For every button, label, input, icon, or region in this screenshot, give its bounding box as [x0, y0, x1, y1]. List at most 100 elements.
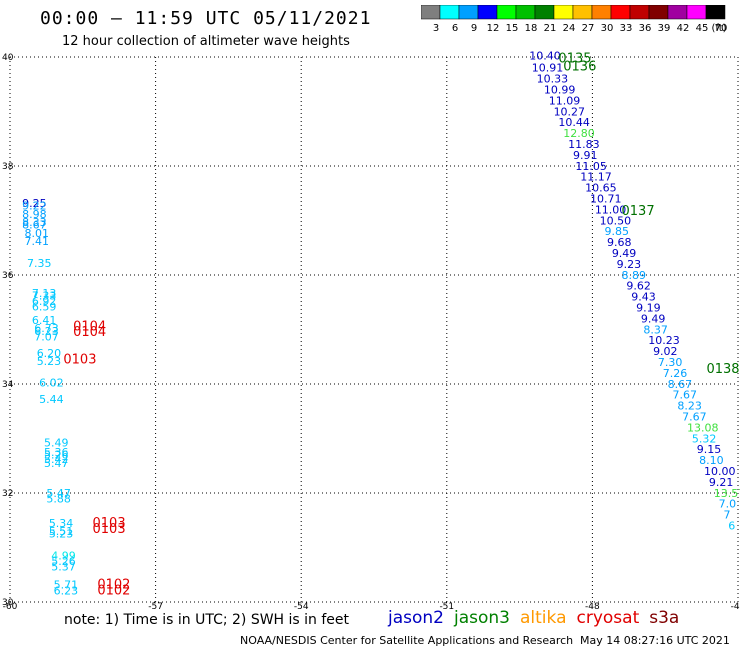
- wave-height-value: 12.80: [563, 127, 595, 140]
- colorbar-label: 24: [563, 23, 576, 34]
- wave-height-value: 11.09: [549, 94, 581, 107]
- wave-height-value: 6.41: [32, 314, 57, 327]
- wave-height-value: 6.59: [32, 300, 57, 313]
- color-legend: 3 6 9 12 15 18 21 24 27 30 33 36 39 42 45 70(ft): [421, 5, 728, 34]
- wave-height-value: 9.43: [631, 291, 656, 304]
- wave-height-value: 6.23: [54, 584, 79, 597]
- wave-height-value: 11.83: [568, 138, 600, 151]
- wave-height-value: 9.68: [607, 236, 632, 249]
- wave-height-value: 5.34: [49, 517, 74, 530]
- wave-height-value: 9.62: [626, 280, 651, 293]
- page-subtitle: 12 hour collection of altimeter wave hei…: [62, 34, 350, 49]
- colorbar-label: 39: [658, 23, 671, 34]
- wave-height-value: 5.23: [49, 528, 74, 541]
- colorbar-unit: (ft): [711, 23, 726, 34]
- wave-height-value: 10.44: [558, 116, 590, 129]
- pass-time-label: 0102: [97, 583, 130, 598]
- lat-tick-label: 30: [2, 598, 14, 608]
- colorbar-label: 6: [452, 23, 458, 34]
- wave-height-value: 7.26: [663, 367, 688, 380]
- wave-height-value: 13.57: [714, 487, 740, 500]
- wave-height-value: 8.33: [22, 216, 46, 229]
- wave-height-value: 10.71: [590, 193, 622, 206]
- wave-height-value: 7.35: [27, 257, 51, 270]
- wave-height-value: 9.21: [709, 476, 734, 489]
- satellite-legend-item: s3a: [649, 608, 680, 628]
- wave-height-value: 8.67: [668, 378, 693, 391]
- colorbar-label: 18: [525, 23, 538, 34]
- wave-height-value: 8.10: [699, 454, 724, 467]
- wave-height-value: 10.23: [648, 334, 680, 347]
- satellite-legend-item: jason2: [388, 608, 444, 628]
- wave-height-value: 9.22: [22, 200, 46, 213]
- colorbar-label: 27: [582, 23, 595, 34]
- wave-height-value: 7.33: [32, 290, 57, 303]
- wave-height-value: 8.89: [622, 269, 647, 282]
- lon-tick-label: -45: [731, 602, 740, 612]
- wave-height-value: 9.85: [605, 225, 630, 238]
- wave-height-value: 5.37: [51, 560, 76, 573]
- wave-height-value: 7.30: [658, 356, 683, 369]
- wave-height-value: 6.20: [37, 347, 62, 360]
- wave-height-value: 9.49: [641, 312, 666, 325]
- wave-height-value: 4.99: [51, 549, 76, 562]
- wave-height-value: 10.40: [529, 50, 561, 63]
- wave-height-value: 11.17: [580, 171, 612, 184]
- wave-height-value: 7.67: [672, 389, 697, 402]
- wave-height-value: 5.23: [37, 355, 62, 368]
- lon-tick-label: -48: [585, 602, 600, 612]
- units-note: note: 1) Time is in UTC; 2) SWH is in fe…: [64, 612, 350, 628]
- lon-tick-label: -54: [294, 602, 309, 612]
- wave-height-value: 8.67: [22, 219, 46, 232]
- lat-tick-label: 38: [2, 162, 14, 172]
- pass-time-label: 0136: [563, 60, 596, 75]
- colorbar-label: 70: [715, 23, 728, 34]
- generated-timestamp: May 14 08:27:16 UTC 2021: [580, 634, 730, 647]
- lon-tick-label: -51: [439, 602, 454, 612]
- pass-time-label: 0103: [93, 522, 126, 537]
- colorbar-label: 21: [544, 23, 557, 34]
- wave-height-value: 10.00: [704, 465, 736, 478]
- wave-height-value: 5.26: [51, 555, 76, 568]
- wave-height-value: 9.02: [653, 345, 678, 358]
- wave-height-value: 7.67: [682, 411, 707, 424]
- pass-time-label: 0138: [706, 362, 739, 377]
- wave-height-value: 7.07: [34, 330, 59, 343]
- lat-tick-label: 40: [2, 53, 14, 63]
- colorbar-label: 33: [620, 23, 633, 34]
- wave-height-value: 8.37: [643, 323, 668, 336]
- wave-height-value: 8.98: [22, 208, 46, 221]
- wave-height-value: 5.47: [46, 487, 71, 500]
- wave-height-value: 9.49: [612, 247, 637, 260]
- wave-height-value: 5.36: [44, 446, 68, 459]
- colorbar-label: 15: [506, 23, 519, 34]
- wave-height-value: 6.02: [39, 377, 64, 390]
- pass-time-label: 0102: [97, 577, 130, 592]
- map-plot: -60 -57 -54 -51 -48 -45 40 38 36 34 32 30 10.4010.91…: [2, 50, 740, 612]
- wave-height-value: 6: [728, 520, 735, 533]
- wave-height-value: 7.41: [25, 235, 49, 248]
- wave-height-value: 10.91: [532, 62, 564, 75]
- satellite-legend-item: altika: [520, 608, 567, 628]
- wave-height-value: 7.0: [719, 498, 737, 511]
- wave-height-value: 5.42: [44, 453, 68, 466]
- wave-height-value: 5.88: [46, 492, 71, 505]
- satellite-legend-item: cryosat: [576, 608, 640, 628]
- wave-height-value: 6.73: [34, 322, 59, 335]
- wave-height-value: 10.27: [554, 105, 586, 118]
- wave-height-value: 9.23: [617, 258, 642, 271]
- wave-height-value: 5.71: [54, 578, 79, 591]
- wave-height-value: 9.15: [697, 443, 722, 456]
- wave-height-value: 5.49: [44, 437, 68, 450]
- wave-height-value: 5.51: [49, 525, 74, 538]
- page-title: 00:00 — 11:59 UTC 05/11/2021: [40, 8, 372, 29]
- wave-height-value: 8.23: [677, 400, 702, 413]
- colorbar-label: 36: [639, 23, 652, 34]
- satellite-legend-item: jason3: [454, 608, 510, 628]
- pass-time-label: 0104: [73, 320, 106, 335]
- credit-text: NOAA/NESDIS Center for Satellite Applica…: [240, 634, 574, 647]
- wave-height-value: 7: [723, 509, 730, 522]
- pass-time-label: 0104: [73, 325, 106, 340]
- pass-time-label: 0103: [63, 352, 96, 367]
- lon-tick-label: -57: [148, 602, 163, 612]
